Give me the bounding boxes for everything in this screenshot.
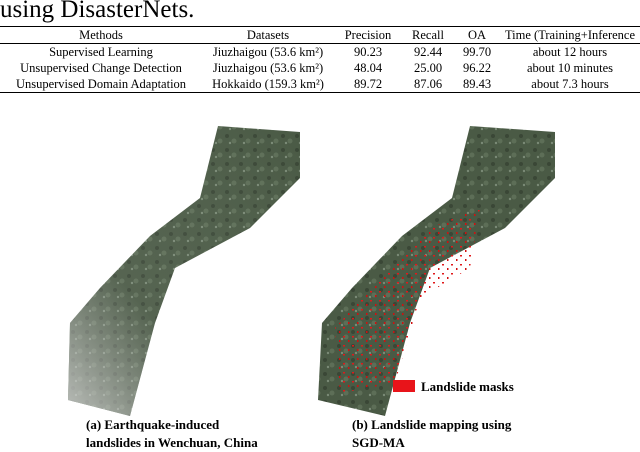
column-header: Methods xyxy=(79,28,123,42)
table-cell: Jiuzhaigou (53.6 km²) xyxy=(212,45,324,59)
table-cell: 99.70 xyxy=(462,45,492,59)
table-cell: 89.72 xyxy=(353,77,383,91)
header-text: using DisasterNets. xyxy=(0,0,195,23)
results-table: Methods Datasets Precision Recall OA Time (Tr… xyxy=(0,26,640,93)
column-header: Datasets xyxy=(246,28,290,42)
caption-line: (a) Earthquake-induced xyxy=(86,417,220,432)
table-cell: 89.43 xyxy=(462,77,492,91)
table-cell: about 12 hours xyxy=(532,45,608,59)
legend-label: Landslide masks xyxy=(421,379,514,394)
caption-a: (a) Earthquake-induced landslides in Wen… xyxy=(86,416,258,452)
image-a xyxy=(68,126,300,416)
table-cell: Supervised Learning xyxy=(49,45,153,59)
column-header: OA xyxy=(467,28,487,42)
table-row: Unsupervised Change Detection Jiuzhaigou … xyxy=(0,60,640,76)
figure xyxy=(68,126,555,416)
caption-line: (b) Landslide mapping using xyxy=(352,417,512,432)
table-cell: Jiuzhaigou (53.6 km²) xyxy=(212,61,324,75)
table-cell: Unsupervised Domain Adaptation xyxy=(15,77,187,91)
image-b xyxy=(318,126,555,416)
table-cell: 90.23 xyxy=(353,45,383,59)
legend-swatch xyxy=(393,380,415,392)
table-cell: 48.04 xyxy=(353,61,383,75)
caption-b: (b) Landslide mapping using SGD-MA xyxy=(352,416,511,452)
table-cell: Hokkaido (159.3 km²) xyxy=(212,77,324,91)
table-row: Supervised Learning Jiuzhaigou (53.6 km²)… xyxy=(0,44,640,61)
table-cell: 25.00 xyxy=(413,61,443,75)
table-cell: 96.22 xyxy=(462,61,492,75)
table-cell: 92.44 xyxy=(413,45,443,59)
column-header: Recall xyxy=(412,28,444,42)
table-cell: about 10 minutes xyxy=(526,61,614,75)
table-body: Supervised Learning Jiuzhaigou (53.6 km²)… xyxy=(0,44,640,93)
caption-line: SGD-MA xyxy=(352,435,405,450)
table-row: Unsupervised Domain Adaptation Hokkaido (… xyxy=(0,76,640,93)
column-header: Precision xyxy=(344,28,392,42)
table-cell: about 7.3 hours xyxy=(531,77,609,91)
table-cell: 87.06 xyxy=(413,77,443,91)
table-cell: Unsupervised Change Detection xyxy=(20,61,182,75)
caption-line: landslides in Wenchuan, China xyxy=(86,435,258,450)
column-header: Time (Training+Inference xyxy=(504,28,636,42)
table-header: Methods Datasets Precision Recall OA Time (Tr… xyxy=(0,26,640,44)
